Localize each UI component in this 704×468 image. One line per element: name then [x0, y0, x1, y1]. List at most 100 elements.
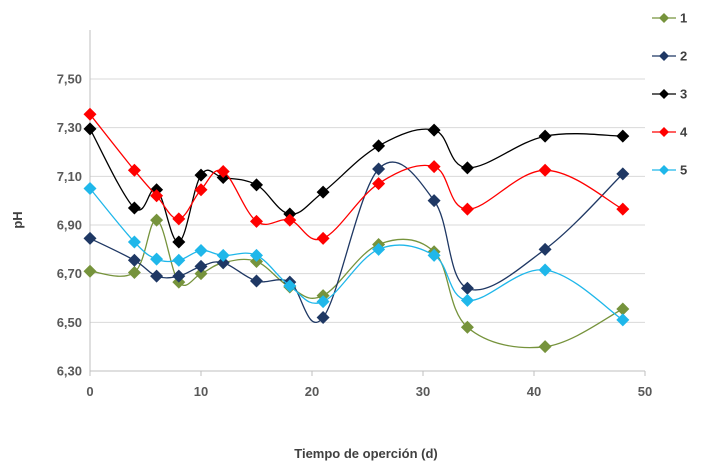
data-point	[172, 235, 186, 249]
legend-marker	[659, 127, 669, 137]
legend-label: 3	[680, 87, 687, 102]
legend-item-2: 2	[652, 49, 687, 64]
legend-item-4: 4	[652, 125, 688, 140]
data-point	[460, 293, 474, 307]
x-tick-label: 10	[194, 384, 208, 399]
x-tick-label: 40	[527, 384, 541, 399]
data-point	[538, 242, 552, 256]
data-point	[427, 194, 441, 208]
data-point	[216, 164, 230, 178]
data-point	[150, 252, 164, 266]
data-point	[216, 248, 230, 262]
data-point	[372, 177, 386, 191]
x-tick-label: 0	[86, 384, 93, 399]
data-point	[172, 253, 186, 267]
data-point	[83, 107, 97, 121]
data-point	[83, 264, 97, 278]
series-3	[83, 122, 630, 249]
data-point	[83, 182, 97, 195]
y-axis-title: pH	[10, 211, 25, 228]
data-point	[194, 168, 208, 182]
data-point	[616, 202, 630, 216]
data-point	[538, 263, 552, 277]
data-point	[250, 178, 263, 192]
data-point	[250, 214, 263, 228]
legend-marker	[659, 51, 669, 61]
data-point	[372, 162, 386, 176]
data-point	[538, 129, 552, 143]
data-point	[616, 313, 630, 327]
data-point	[172, 212, 186, 226]
series-line-2	[89, 161, 624, 323]
data-point	[372, 139, 386, 153]
legend-label: 5	[680, 163, 687, 178]
series-4	[83, 107, 630, 245]
data-point	[616, 129, 630, 143]
y-tick-label: 6,30	[57, 364, 82, 379]
series-line-1	[89, 219, 624, 349]
data-point	[427, 160, 441, 174]
legend-item-5: 5	[652, 163, 687, 178]
legend-marker	[659, 165, 669, 175]
data-point	[316, 185, 330, 199]
data-point	[172, 269, 186, 283]
legend-item-3: 3	[652, 87, 687, 102]
series-group	[83, 107, 630, 354]
data-point	[194, 259, 208, 273]
data-point	[616, 167, 630, 181]
legend-label: 4	[680, 125, 688, 140]
data-point	[316, 295, 330, 309]
x-tick-label: 20	[305, 384, 319, 399]
data-point	[194, 183, 208, 197]
data-point	[283, 279, 297, 293]
data-point	[460, 320, 474, 334]
data-point	[194, 244, 208, 258]
data-point	[460, 281, 474, 295]
data-point	[150, 213, 164, 227]
data-point	[460, 202, 474, 216]
data-point	[538, 163, 552, 177]
series-line-5	[89, 188, 624, 321]
data-point	[127, 201, 141, 215]
data-point	[250, 248, 263, 262]
legend-marker	[659, 13, 669, 23]
data-point	[250, 274, 263, 288]
data-point	[316, 231, 330, 245]
legend-label: 1	[680, 11, 687, 26]
data-point	[460, 161, 474, 175]
data-point	[216, 256, 230, 270]
data-point	[372, 242, 386, 256]
data-point	[283, 213, 297, 227]
y-tick-label: 6,50	[57, 315, 82, 330]
y-tick-label: 7,50	[57, 72, 82, 87]
data-point	[150, 189, 164, 203]
data-point	[127, 253, 141, 267]
data-point	[127, 163, 141, 177]
series-1	[83, 213, 630, 354]
legend-item-1: 1	[652, 11, 687, 26]
series-5	[83, 182, 630, 327]
y-tick-label: 6,70	[57, 266, 82, 281]
axes	[89, 30, 646, 376]
data-point	[427, 123, 441, 137]
data-point	[194, 267, 208, 281]
series-2	[83, 161, 630, 324]
data-point	[538, 340, 552, 354]
legend-label: 2	[680, 49, 687, 64]
gridlines	[90, 78, 645, 323]
y-tick-labels: 6,30 6,50 6,70 6,90 7,10 7,30 7,50	[57, 72, 82, 379]
y-tick-label: 7,10	[57, 169, 82, 184]
x-tick-labels: 0 10 20 30 40 50	[86, 384, 652, 399]
x-axis-title: Tiempo de operción (d)	[294, 446, 438, 461]
data-point	[127, 265, 141, 279]
legend: 1 2 3 4 5	[652, 11, 688, 178]
data-point	[427, 248, 441, 262]
data-point	[316, 310, 330, 324]
data-point	[127, 235, 141, 249]
data-point	[616, 302, 630, 316]
y-tick-label: 7,30	[57, 120, 82, 135]
x-tick-label: 30	[416, 384, 430, 399]
legend-marker	[659, 89, 669, 99]
data-point	[150, 269, 164, 283]
x-tick-label: 50	[638, 384, 652, 399]
